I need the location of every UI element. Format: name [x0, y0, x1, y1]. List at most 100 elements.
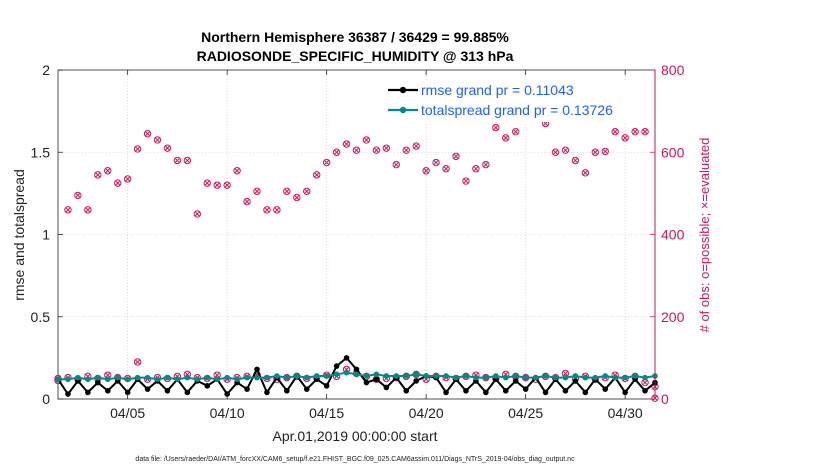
obs-count-point-possible [402, 146, 410, 154]
obs-count-point-possible [263, 206, 271, 214]
obs-count-point-evaluated [453, 153, 459, 160]
totalspread-point [473, 374, 479, 381]
totalspread-point [353, 371, 360, 378]
rmse-point [95, 379, 101, 386]
left-tick-label: 2 [42, 62, 50, 78]
right-axis-ticks: 0 200 400 600 800 [650, 62, 685, 407]
totalspread-point [313, 373, 320, 379]
obs-count-point-evaluated [294, 194, 300, 201]
totalspread-point [264, 374, 270, 381]
obs-count-point-possible [342, 140, 351, 148]
obs-count-point-possible [213, 181, 221, 189]
obs-count-point-possible [422, 167, 430, 175]
obs-count-point-evaluated [134, 146, 141, 152]
obs-count-point-evaluated [572, 157, 579, 164]
obs-count-point-evaluated [353, 147, 360, 153]
totalspread-point [512, 373, 519, 379]
totalspread-point [453, 374, 459, 381]
obs-count-point-possible [322, 158, 331, 167]
legend-rmse-label: rmse grand pr = 0.11043 [421, 82, 574, 98]
obs-count-point-evaluated [85, 207, 91, 213]
obs-count-point-possible [352, 146, 361, 154]
totalspread-point [393, 373, 400, 379]
obs-count-point-evaluated [194, 211, 201, 217]
totalspread-point [343, 369, 350, 376]
obs-count-point-possible [382, 144, 391, 152]
totalspread-point [632, 373, 638, 379]
rmse-point [264, 389, 270, 396]
totalspread-point [333, 371, 340, 378]
rmse-point [204, 383, 211, 389]
totalspread-point [303, 374, 310, 381]
totalspread-point [284, 374, 290, 381]
obs-count-low-point-evaluated [214, 372, 220, 378]
left-tick-label: 0 [42, 391, 50, 407]
obs-count-point-possible [362, 136, 371, 144]
obs-count-point-possible [74, 191, 82, 200]
obs-count-point-evaluated [383, 145, 390, 151]
totalspread-point [443, 373, 449, 379]
x-axis-label: Apr.01,2019 00:00:00 start [272, 428, 437, 444]
obs-count-point-possible [223, 181, 231, 189]
totalspread-point [423, 373, 429, 379]
obs-count-point-possible [94, 171, 102, 179]
totalspread-point [463, 373, 469, 379]
totalspread-point [532, 374, 539, 381]
rmse-point [164, 387, 171, 394]
obs-count-point-evaluated [303, 188, 310, 195]
left-axis-label: rmse and totalspread [11, 169, 27, 301]
obs-count-point-evaluated [274, 207, 280, 213]
left-tick-label: 1.5 [31, 144, 51, 160]
totalspread-point [144, 374, 151, 381]
obs-count-low-point-evaluated [134, 359, 141, 365]
obs-count-point-evaluated [562, 147, 569, 153]
rmse-point [65, 391, 71, 397]
rmse-point [582, 389, 589, 396]
x-tick-label: 04/25 [508, 405, 543, 421]
obs-count-point-evaluated [502, 135, 509, 141]
obs-count-point-evaluated [95, 172, 101, 178]
left-tick-label: 0.5 [31, 309, 51, 325]
totalspread-point [483, 374, 489, 381]
totalspread-point [154, 376, 161, 383]
totalspread-point [224, 374, 230, 381]
rmse-point [413, 378, 420, 384]
rmse-point [502, 387, 509, 394]
x-axis-ticks: 04/05 04/10 04/15 04/20 04/25 04/30 [110, 70, 643, 421]
obs-count-point-possible [153, 136, 162, 144]
obs-count-low-point-evaluated [642, 379, 648, 386]
rmse-point [363, 379, 370, 386]
obs-count-point-possible [293, 193, 301, 202]
totalspread-point [254, 374, 260, 381]
right-tick-label: 0 [661, 391, 669, 407]
obs-count-point-possible [581, 169, 590, 177]
rmse-point [383, 384, 390, 391]
obs-count-point-evaluated [244, 198, 250, 205]
gridlines [58, 70, 655, 399]
x-tick-label: 04/15 [309, 405, 344, 421]
rmse-point [284, 387, 290, 394]
obs-count-point-evaluated [264, 207, 270, 213]
obs-count-point-possible [472, 165, 480, 173]
rmse-point [443, 389, 449, 396]
totalspread-point [493, 373, 499, 379]
totalspread-point [642, 374, 648, 381]
obs-count-point-possible [591, 148, 599, 156]
obs-count-point-evaluated [65, 207, 71, 213]
totalspread-point [373, 371, 380, 378]
obs-count-low-point-possible [133, 358, 142, 366]
legend: rmse grand pr = 0.11043 totalspread gran… [384, 80, 650, 122]
obs-count-point-possible [313, 171, 321, 179]
obs-count-point-possible [502, 134, 510, 142]
obs-count-point-possible [193, 210, 202, 218]
obs-count-point-evaluated [323, 159, 330, 166]
obs-count-point-possible [243, 197, 251, 206]
obs-count-point-possible [123, 175, 132, 183]
obs-count-point-possible [84, 206, 92, 214]
obs-count-point-possible [303, 187, 311, 196]
obs-count-point-evaluated [552, 149, 559, 156]
obs-count-point-evaluated [333, 149, 340, 156]
totalspread-point [204, 374, 211, 381]
rmse-point [373, 376, 380, 383]
